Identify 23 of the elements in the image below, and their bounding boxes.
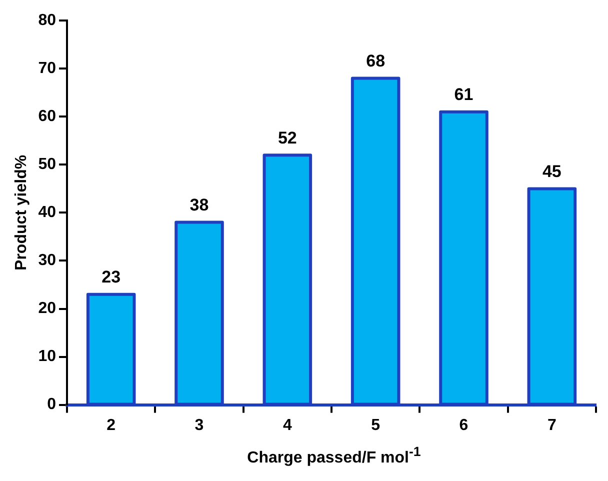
data-label: 38 [190,195,209,214]
y-tick-label: 70 [38,60,56,78]
x-tick-label: 3 [194,416,204,434]
data-label: 23 [102,268,121,287]
y-tick-label: 80 [38,12,56,30]
data-label: 61 [454,85,474,104]
x-tick-label: 2 [106,416,116,434]
x-tick-label: 7 [547,416,556,434]
y-tick-label: 0 [47,396,56,414]
data-label: 68 [366,51,386,70]
y-axis-title: Product yield% [13,154,30,270]
x-axis-title: Charge passed/F mol$^{-1}$ [246,444,422,468]
data-label: 45 [542,162,562,181]
y-tick-label: 10 [38,348,56,366]
data-label: 52 [278,128,297,148]
x-tick-label: 5 [371,416,380,434]
y-tick-label: 40 [38,204,56,222]
x-tick-label: 4 [282,416,292,434]
y-tick-label: 60 [38,108,56,126]
y-tick-label: 50 [38,156,56,174]
y-tick-label: 20 [38,300,56,318]
x-tick-label: 6 [459,416,468,434]
y-tick-label: 30 [38,252,56,270]
